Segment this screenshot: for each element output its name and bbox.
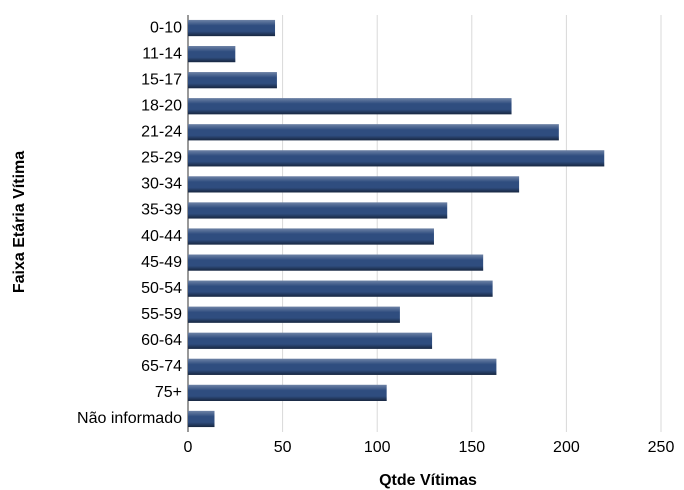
y-tick-label: 35-39 [141,202,182,219]
x-tick-label: 100 [364,439,391,456]
y-tick-label: 50-54 [141,280,182,297]
bar [188,150,605,167]
x-tick-label: 50 [274,439,292,456]
x-tick-label: 250 [648,439,675,456]
bar-shading [188,306,400,323]
bar [188,98,512,115]
bar [188,202,448,219]
bar-shading [188,150,605,167]
y-tick-label: 45-49 [141,254,182,271]
bar [188,72,277,89]
y-tick-label: 21-24 [141,124,182,141]
bar-shading [188,384,387,401]
bar [188,358,497,375]
y-tick-label: 11-14 [142,45,182,62]
x-tick-label: 200 [553,439,580,456]
bar-shading [188,358,497,375]
bar-shading [188,280,493,297]
bar-shading [188,228,434,245]
y-tick-label: 15-17 [141,71,182,88]
y-tick-label: 75+ [155,384,182,401]
bar-shading [188,98,512,115]
x-tick-label: 150 [458,439,485,456]
bar [188,176,520,193]
y-tick-label: 25-29 [141,150,182,167]
y-tick-label: 18-20 [141,97,182,114]
bar [188,46,236,63]
bar-shading [188,254,484,271]
bar [188,410,215,428]
bar-shading [188,124,559,141]
bar-shading [188,410,215,428]
bar [188,332,433,349]
bar-shading [188,176,520,193]
y-axis-title: Faixa Etária Vítima [11,151,28,293]
bar [188,19,276,37]
bar [188,228,434,245]
x-axis-title: Qtde Vítimas [379,472,477,489]
bar-shading [188,332,433,349]
bar [188,280,493,297]
bar [188,254,484,271]
bar-shading [188,202,448,219]
bar [188,306,400,323]
y-tick-label: 60-64 [141,332,182,349]
bar [188,124,559,141]
bar-shading [188,46,236,63]
y-tick-label: 65-74 [141,358,182,375]
y-tick-label: 0-10 [150,19,182,36]
y-tick-label: 55-59 [141,306,182,323]
bar-shading [188,19,276,37]
bar-shading [188,72,277,89]
bar [188,384,387,401]
x-tick-label: 0 [184,439,193,456]
y-tick-label: 30-34 [141,176,182,193]
y-tick-label: 40-44 [141,228,182,245]
y-tick-label: Não informado [77,410,182,427]
